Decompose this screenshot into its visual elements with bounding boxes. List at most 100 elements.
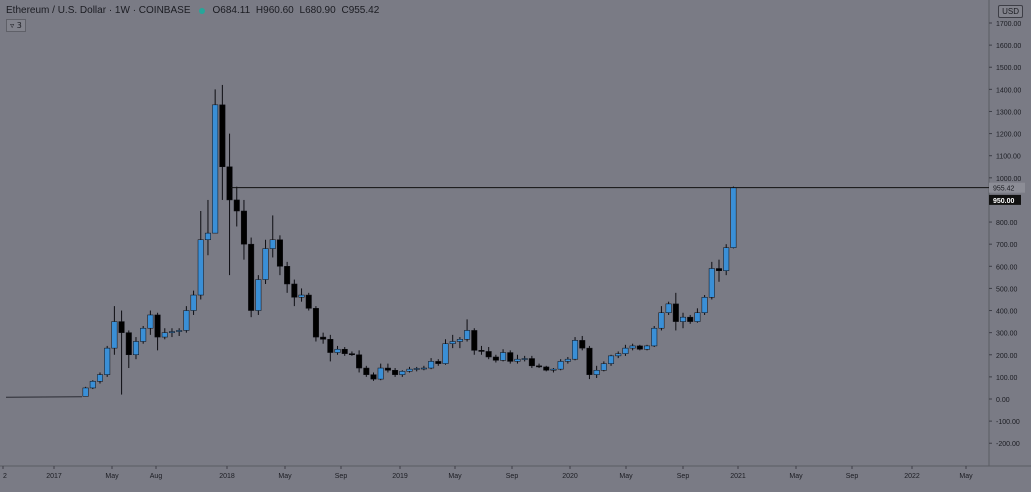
time-tick-label: 2017 — [46, 473, 62, 480]
price-tick-label: 600.00 — [996, 264, 1018, 271]
candle-body — [104, 347, 111, 375]
candle-body — [305, 294, 312, 309]
candle-body — [557, 361, 564, 370]
close-label: C — [341, 5, 349, 16]
candle-body — [680, 316, 687, 322]
time-tick-label: 2022 — [904, 473, 920, 480]
candle-body — [658, 312, 665, 329]
price-tick-label: -100.00 — [996, 419, 1020, 426]
time-tick-label: May — [619, 473, 633, 480]
candle-body — [665, 303, 672, 313]
candle-body — [485, 351, 492, 358]
price-tick-label: 500.00 — [996, 286, 1018, 293]
candle-body — [428, 361, 435, 369]
price-tick-label: 1400.00 — [996, 87, 1021, 94]
candle-body — [586, 347, 593, 375]
candle-body — [233, 199, 240, 212]
candle-body — [276, 239, 283, 267]
symbol-title[interactable]: Ethereum / U.S. Dollar · 1W · COINBASE — [6, 5, 191, 16]
candle-body — [550, 368, 557, 371]
candle-body — [176, 330, 183, 332]
candle-body — [413, 368, 420, 370]
candle-body — [456, 339, 463, 342]
candle-body — [615, 353, 622, 357]
currency-badge[interactable]: USD — [998, 5, 1023, 18]
open-label: O — [212, 5, 221, 16]
candle-body — [334, 348, 341, 353]
candle-body — [420, 367, 427, 370]
last-price-tag — [989, 182, 1025, 193]
candle-body — [140, 327, 147, 342]
last-price-label: 955.42 — [993, 186, 1015, 193]
time-tick-label: Sep — [846, 473, 859, 480]
candle-body — [672, 303, 679, 322]
candle-body — [341, 348, 348, 354]
time-tick-label: 2 — [3, 473, 7, 480]
candle-body — [514, 358, 521, 362]
price-tick-label: 1300.00 — [996, 109, 1021, 116]
candle-body — [471, 330, 478, 351]
candle-body — [629, 345, 636, 349]
candle-body — [111, 321, 118, 349]
time-tick-label: May — [789, 473, 803, 480]
candle-body — [89, 381, 96, 389]
candle-body — [399, 371, 406, 375]
candle-body — [384, 367, 391, 371]
low-label: L — [299, 5, 306, 16]
time-tick-label: Aug — [150, 473, 163, 480]
candle-body — [500, 352, 507, 361]
high-value: 960.60 — [263, 5, 294, 16]
low-value: 680.90 — [305, 5, 336, 16]
candle-body — [543, 366, 550, 371]
candle-body — [327, 339, 334, 353]
candle-body — [608, 355, 615, 364]
candle-body — [377, 367, 384, 380]
candle-body — [521, 358, 528, 360]
price-tick-label: 1600.00 — [996, 43, 1021, 50]
candle-body — [708, 268, 715, 298]
candle-body — [435, 361, 442, 364]
candle-body — [600, 363, 607, 371]
candle-body — [97, 374, 103, 382]
candle-body — [449, 341, 456, 344]
candle-body — [723, 247, 730, 271]
candle-body — [622, 347, 629, 354]
candlestick-series — [5, 84, 737, 398]
time-tick-label: May — [105, 473, 119, 480]
candle-body — [125, 332, 132, 356]
candle-body — [370, 374, 377, 380]
candle-body — [392, 369, 399, 375]
candle-body — [716, 268, 722, 271]
candle-body — [255, 279, 262, 311]
candle-body — [651, 327, 658, 347]
price-tick-label: 1200.00 — [996, 132, 1021, 139]
price-tick-label: 1500.00 — [996, 65, 1021, 72]
candle-body — [579, 340, 586, 349]
candle-body — [636, 345, 643, 350]
candle-body — [161, 332, 168, 338]
candle-body — [298, 294, 305, 298]
price-axis[interactable]: 1700.00 1600.00 1500.00 1400.00 1300.00 1200.… — [989, 21, 1021, 448]
high-label: H — [255, 5, 264, 16]
candle-body — [168, 331, 175, 333]
time-tick-label: 2020 — [562, 473, 578, 480]
candle-body — [348, 353, 355, 356]
candle-body — [226, 166, 233, 201]
time-tick-label: May — [448, 473, 462, 480]
candle-body — [478, 350, 485, 352]
collapse-indicators-button[interactable]: ▿ 3 — [6, 19, 26, 32]
price-tick-label: 1000.00 — [996, 176, 1021, 183]
candle-body — [197, 239, 204, 296]
candle-body — [492, 356, 499, 361]
open-value: 684.11 — [220, 5, 251, 16]
candle-body — [320, 336, 327, 340]
time-axis[interactable]: 2 2017 May Aug 2018 May Sep 2019 May Sep 2020 May Se… — [2, 466, 973, 480]
time-tick-label: 2021 — [730, 473, 746, 480]
candle-body — [212, 104, 219, 234]
time-tick-label: May — [278, 473, 292, 480]
candle-body — [284, 266, 291, 285]
candle-body — [536, 365, 543, 368]
